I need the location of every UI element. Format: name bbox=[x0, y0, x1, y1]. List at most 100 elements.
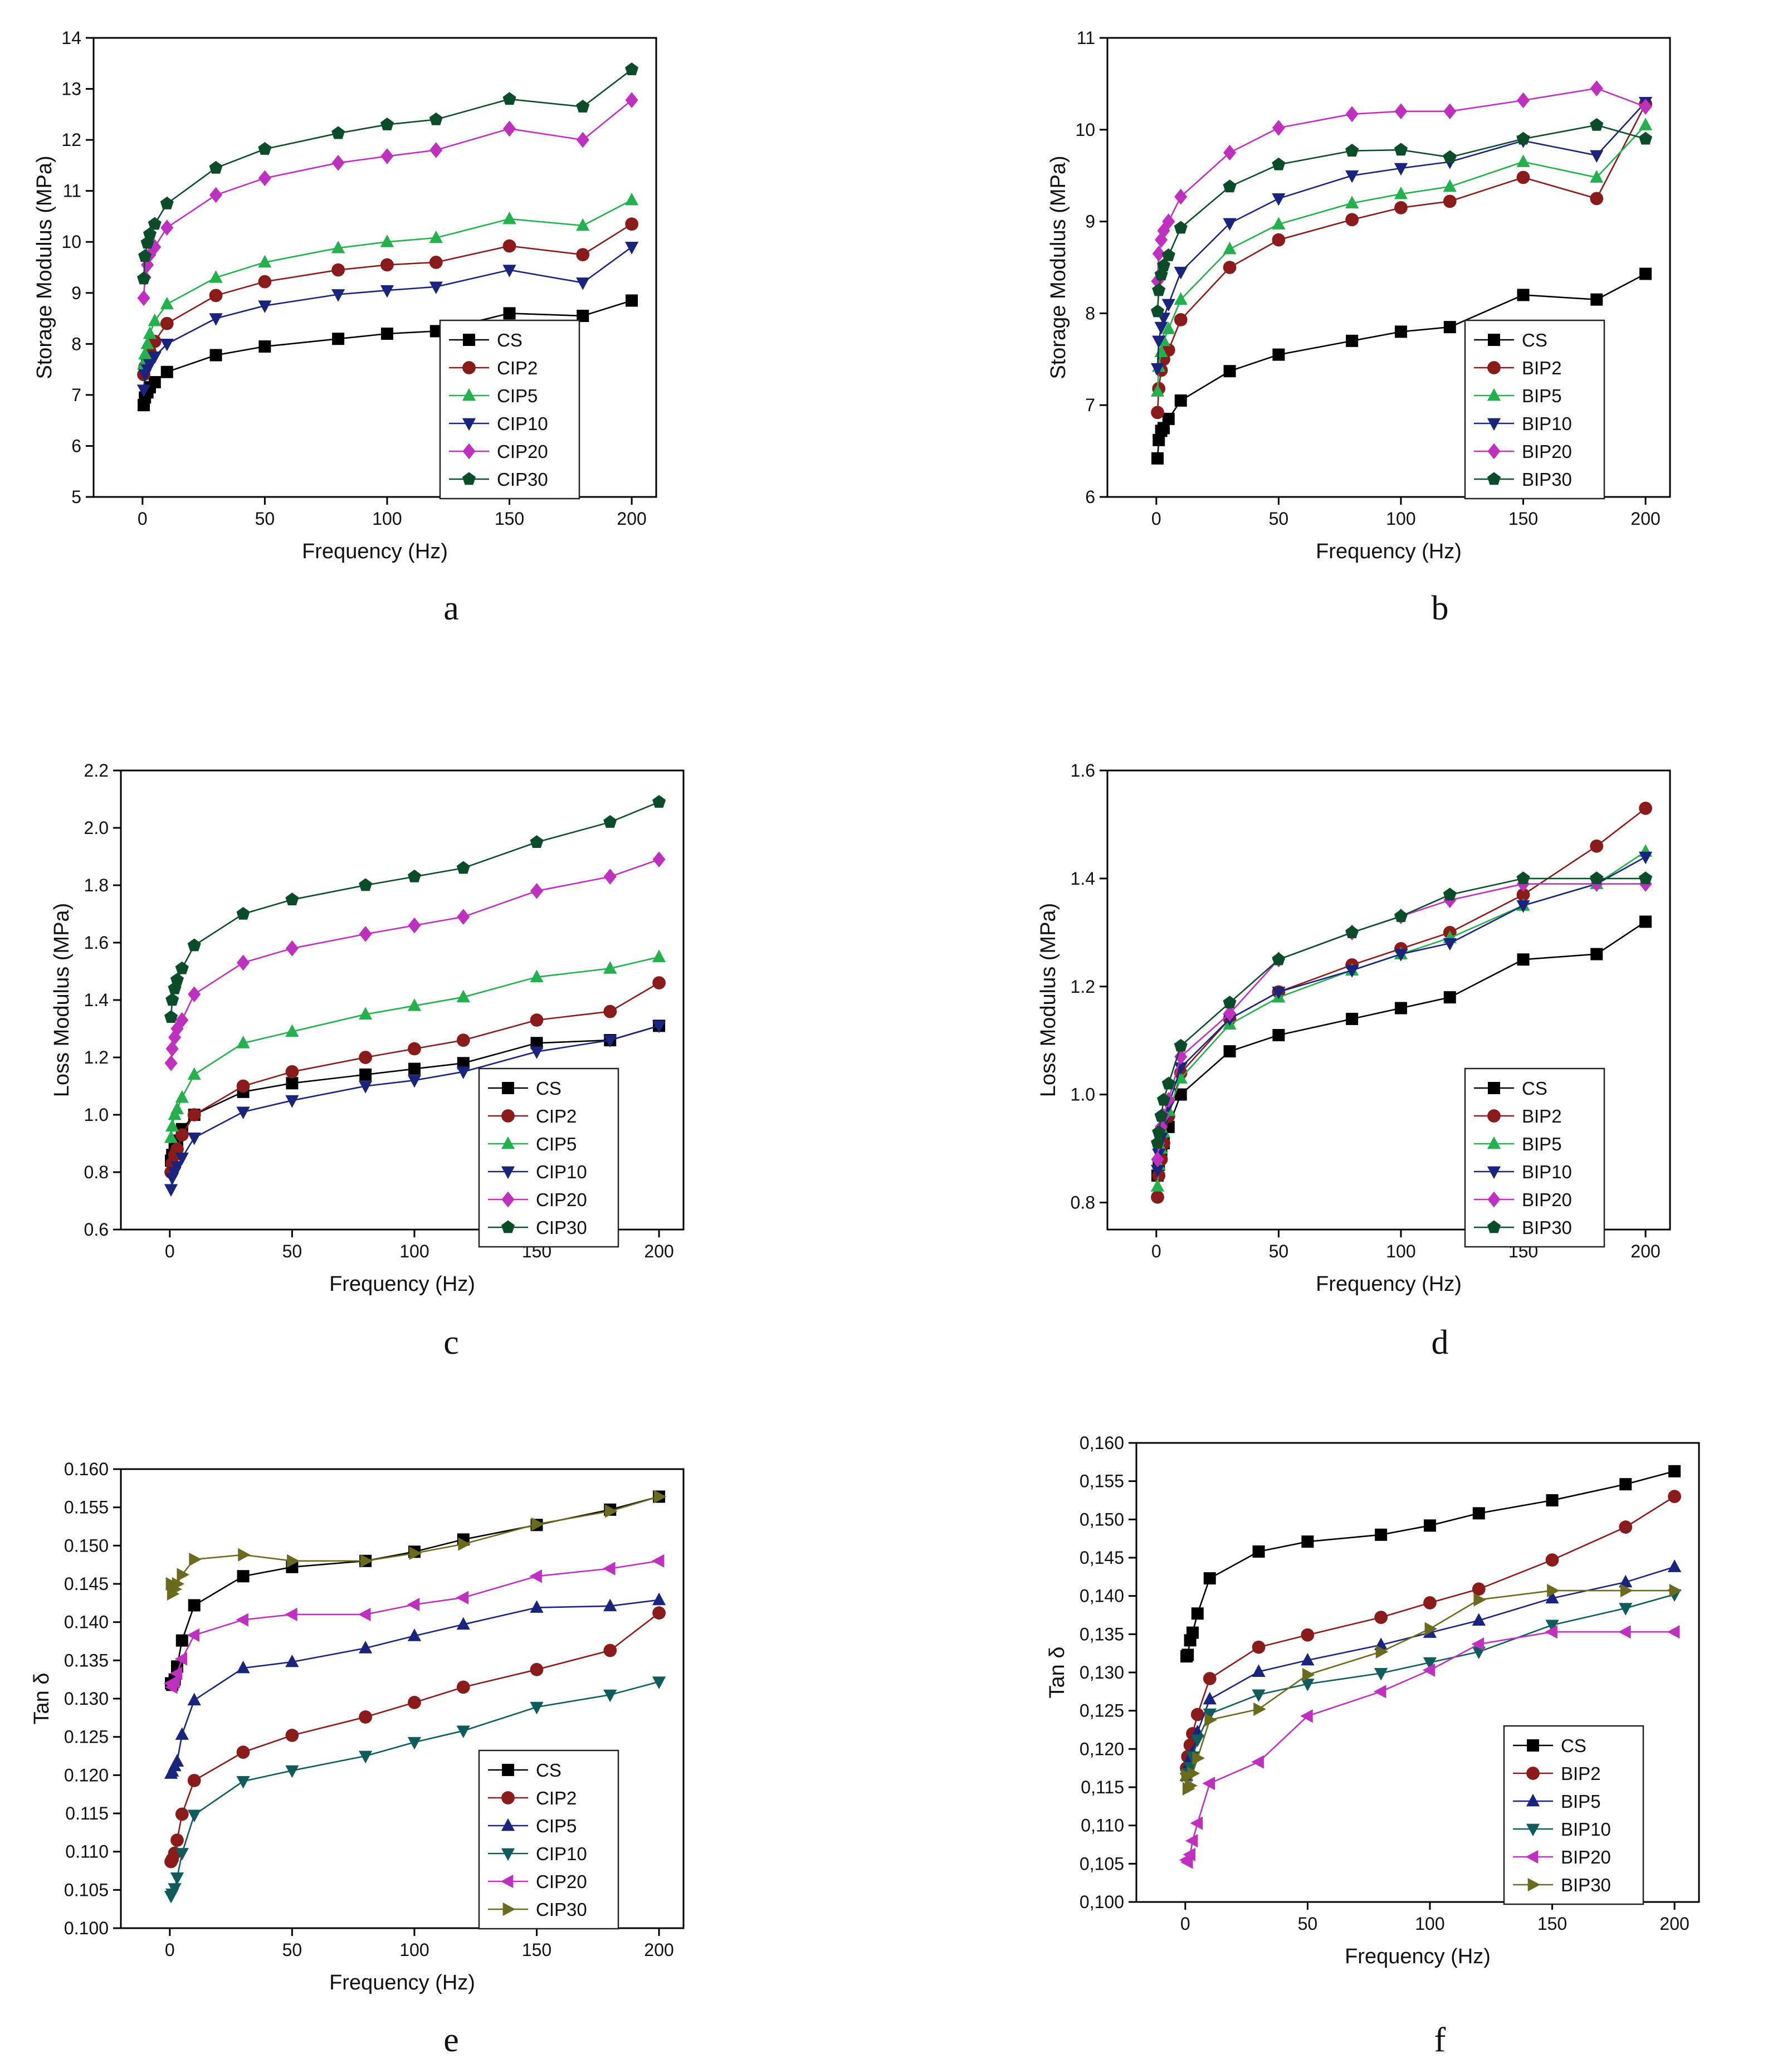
data-point bbox=[603, 815, 617, 828]
data-point bbox=[187, 1067, 201, 1080]
data-point bbox=[285, 892, 299, 905]
data-point bbox=[170, 1833, 184, 1847]
legend-marker bbox=[501, 1791, 515, 1804]
data-point bbox=[1547, 1583, 1560, 1598]
data-point bbox=[359, 1641, 373, 1654]
data-point bbox=[164, 1184, 178, 1197]
legend-label: BIP2 bbox=[1561, 1763, 1601, 1784]
chart-a: 0 50 100 150 200 5 6 7 8 9 10 11 12 13 14 Frequency (Hz… bbox=[33, 28, 657, 563]
data-point bbox=[429, 325, 442, 338]
data-point bbox=[1590, 871, 1604, 885]
x-axis-title: Frequency (Hz) bbox=[1316, 540, 1462, 563]
y-tick-label: 0,115 bbox=[1081, 1777, 1124, 1797]
y-tick-label: 1.4 bbox=[84, 990, 109, 1010]
data-point bbox=[407, 1628, 422, 1641]
data-point bbox=[175, 961, 189, 974]
data-point bbox=[258, 275, 272, 289]
data-point bbox=[148, 376, 161, 388]
legend-marker bbox=[1487, 1109, 1501, 1123]
y-tick-label: 1.0 bbox=[1071, 1085, 1095, 1105]
data-point bbox=[652, 1021, 666, 1033]
y-tick-label: 0.8 bbox=[1071, 1193, 1095, 1213]
legend-marker bbox=[502, 1082, 514, 1094]
series-bip30 bbox=[1150, 871, 1653, 1149]
data-point bbox=[652, 795, 666, 808]
panel-label: e bbox=[443, 2021, 459, 2059]
legend-marker bbox=[1525, 1850, 1539, 1864]
series-line bbox=[143, 69, 632, 279]
data-point bbox=[188, 1599, 201, 1612]
legend-label: BIP20 bbox=[1522, 1189, 1572, 1210]
legend-label: CS bbox=[1561, 1735, 1586, 1756]
data-point bbox=[1618, 1625, 1631, 1639]
data-point bbox=[1152, 283, 1166, 296]
data-point bbox=[1443, 179, 1457, 192]
data-point bbox=[359, 1051, 373, 1064]
data-point bbox=[1253, 1702, 1266, 1716]
data-point bbox=[1223, 1005, 1237, 1022]
data-point bbox=[1516, 154, 1530, 167]
legend-marker bbox=[1487, 388, 1501, 401]
data-point bbox=[175, 1152, 189, 1165]
legend-marker bbox=[463, 334, 475, 346]
data-point bbox=[1156, 258, 1171, 271]
x-tick-label: 50 bbox=[282, 1241, 302, 1261]
data-point bbox=[160, 296, 174, 310]
series-cip2 bbox=[164, 1606, 666, 1869]
data-point bbox=[407, 869, 421, 882]
data-point bbox=[188, 986, 201, 1002]
data-point bbox=[168, 1883, 182, 1896]
data-point bbox=[1473, 1593, 1486, 1607]
data-point bbox=[1422, 1663, 1435, 1677]
y-tick-label: 6 bbox=[1085, 487, 1095, 507]
y-axis-title: Storage Modulus (MPa) bbox=[33, 155, 56, 379]
y-tick-label: 0.160 bbox=[64, 1459, 109, 1479]
data-point bbox=[380, 117, 394, 130]
x-tick-label: 0 bbox=[1151, 1241, 1161, 1261]
legend-marker bbox=[501, 1818, 515, 1831]
legend-label: BIP5 bbox=[1561, 1791, 1601, 1812]
data-point bbox=[332, 333, 345, 345]
data-point bbox=[1181, 1648, 1194, 1661]
y-tick-label: 0.150 bbox=[64, 1535, 109, 1555]
panel-label: f bbox=[1434, 2021, 1446, 2059]
data-point bbox=[143, 326, 157, 339]
data-point bbox=[502, 92, 516, 105]
data-point bbox=[1151, 406, 1164, 420]
data-point bbox=[576, 218, 590, 231]
data-point bbox=[380, 258, 394, 272]
data-point bbox=[1223, 365, 1236, 378]
legend-label: CIP5 bbox=[536, 1816, 577, 1836]
data-point bbox=[148, 239, 162, 255]
series-cs bbox=[1180, 1465, 1681, 1663]
data-point bbox=[359, 1081, 373, 1094]
data-point bbox=[177, 1568, 189, 1582]
data-point bbox=[1223, 218, 1237, 231]
data-point bbox=[1151, 1151, 1164, 1168]
data-point bbox=[236, 1613, 248, 1627]
x-tick-label: 50 bbox=[1269, 1241, 1289, 1261]
y-axis-title: Loss Modulus (MPa) bbox=[50, 903, 74, 1097]
data-point bbox=[1151, 1190, 1164, 1204]
legend-box bbox=[1464, 1067, 1605, 1248]
data-point bbox=[1374, 1668, 1388, 1681]
data-point bbox=[530, 1046, 544, 1059]
x-tick-label: 200 bbox=[617, 509, 646, 529]
data-point bbox=[1345, 170, 1359, 183]
y-tick-label: 0,125 bbox=[1080, 1701, 1124, 1721]
data-point bbox=[258, 340, 271, 353]
data-point bbox=[1174, 188, 1188, 205]
data-point bbox=[1375, 1645, 1389, 1659]
x-axis-title: Frequency (Hz) bbox=[329, 1272, 475, 1296]
data-point bbox=[331, 126, 345, 139]
data-point bbox=[653, 1490, 667, 1504]
data-point bbox=[1394, 325, 1407, 338]
data-point bbox=[1186, 1626, 1199, 1639]
data-point bbox=[236, 1106, 250, 1120]
data-point bbox=[1223, 144, 1237, 161]
data-point bbox=[1203, 1672, 1217, 1685]
data-point bbox=[502, 211, 516, 225]
x-tick-label: 150 bbox=[1508, 509, 1538, 529]
data-point bbox=[1162, 412, 1175, 425]
